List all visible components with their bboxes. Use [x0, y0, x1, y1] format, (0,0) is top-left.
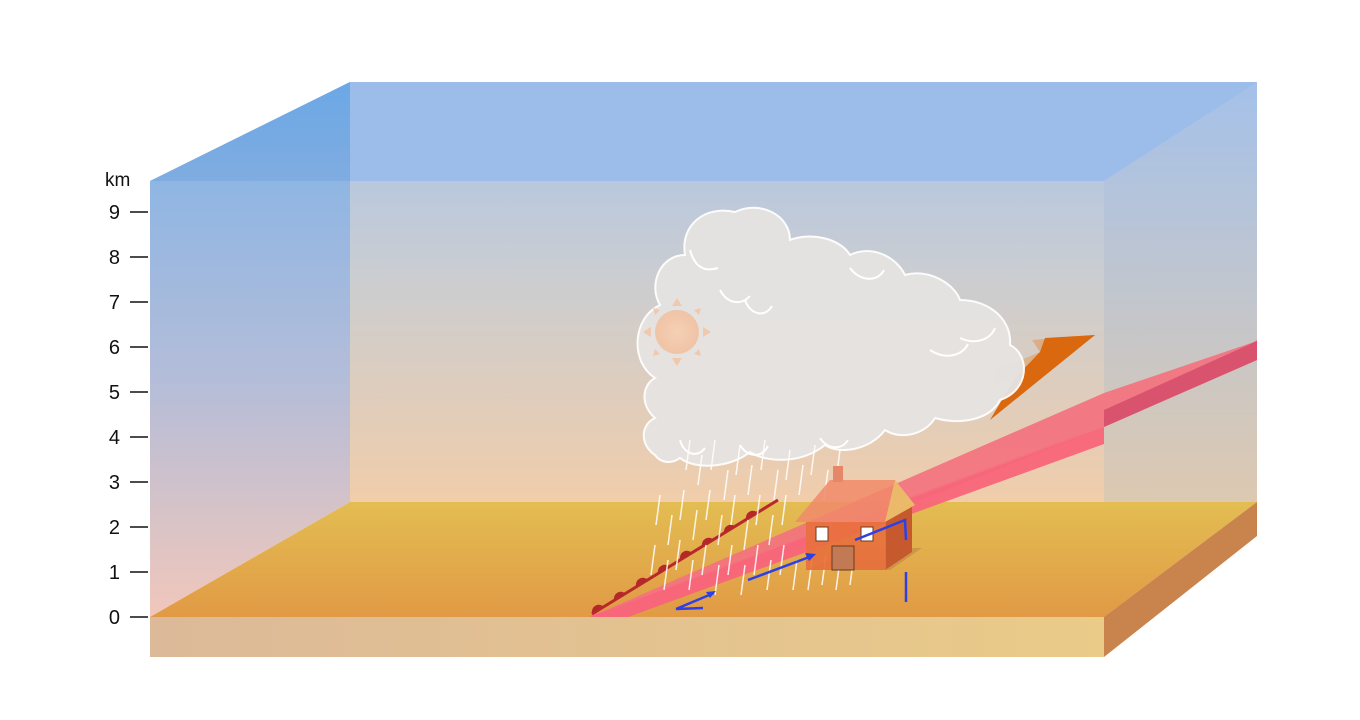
rain-cloud: [636, 206, 1025, 467]
house-roof-gable: [885, 480, 915, 522]
wind-arrow-upper: [854, 518, 908, 542]
sun-icon: [643, 298, 711, 366]
wind-arrow-mid: [747, 554, 813, 582]
altitude-tick-label: 1: [109, 562, 120, 584]
house-door: [831, 545, 855, 571]
house-roof: [795, 480, 915, 522]
front-band: [590, 341, 1257, 617]
ground-front-face: [150, 617, 1104, 657]
altitude-axis: km 0 1 2 3 4 5 6 7 8 9: [105, 170, 148, 629]
wind-arrow-low: [675, 591, 715, 611]
house-window-left: [815, 526, 829, 542]
warm-front-symbol-line: [591, 498, 779, 616]
altitude-tick-label: 4: [109, 427, 120, 449]
cloud-body: [636, 206, 1025, 467]
altitude-tick-label: 7: [109, 292, 120, 314]
altitude-unit-label: km: [105, 170, 130, 191]
altitude-tick-label: 5: [109, 382, 120, 404]
sky-right-wall: [1104, 82, 1257, 617]
altitude-tick-label: 9: [109, 202, 120, 224]
wind-arrow-surface: [675, 606, 704, 611]
sky-left-wall: [150, 82, 350, 617]
altitude-tick-label: 6: [109, 337, 120, 359]
house-chimney: [833, 466, 843, 482]
altitude-tick-label: 8: [109, 247, 120, 269]
ground-side-face: [1104, 502, 1257, 657]
sky-ceiling: [150, 82, 1257, 181]
altitude-tick-label: 3: [109, 472, 120, 494]
wind-arrows: [675, 518, 908, 611]
altitude-tick-label: 0: [109, 607, 120, 629]
altitude-tick-label: 2: [109, 517, 120, 539]
house-icon: [795, 466, 922, 571]
front-side-edge: [1104, 341, 1257, 427]
